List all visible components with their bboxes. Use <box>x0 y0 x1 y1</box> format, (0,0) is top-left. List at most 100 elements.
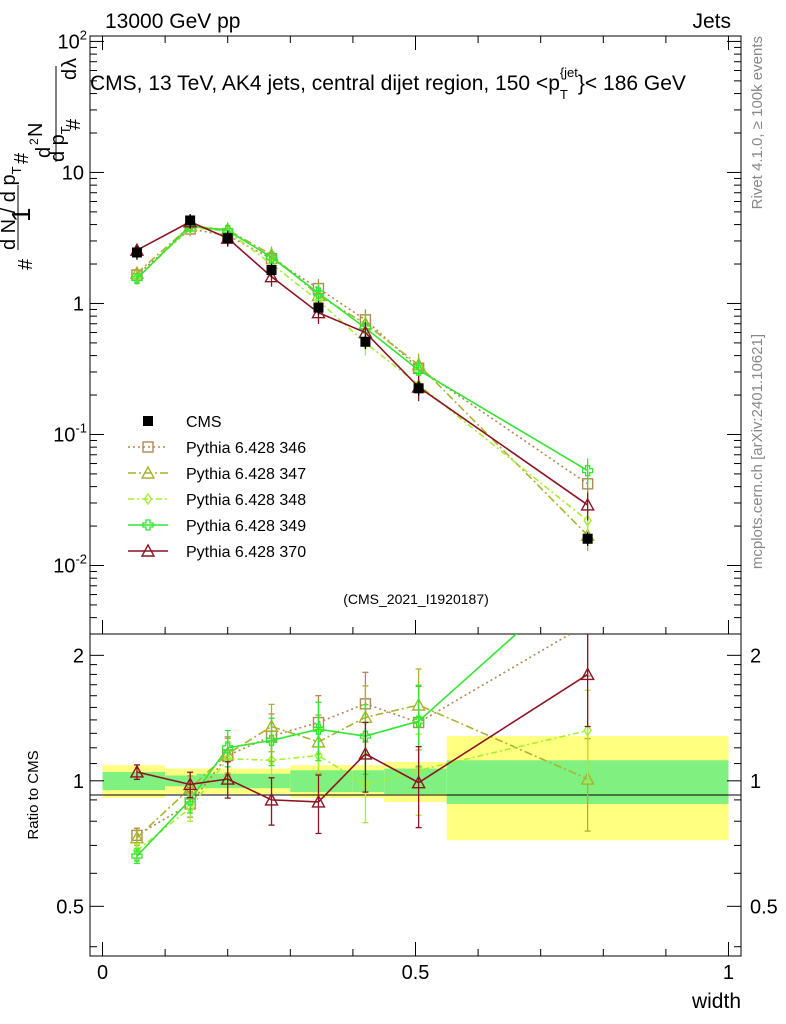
legend-marker <box>140 465 156 479</box>
data-point <box>185 215 196 226</box>
series-layer <box>129 214 595 865</box>
band-green <box>290 770 353 793</box>
legend-entry-data: CMS <box>143 414 222 431</box>
legend-entry-p349: Pythia 6.428 349 <box>128 518 306 535</box>
data-point <box>313 302 324 313</box>
plot-title: CMS, 13 TeV, AK4 jets, central dijet reg… <box>90 65 686 102</box>
axes: 0 0.5 1 10-2 10-1 1 10 102 0.5 0.5 1 1 2 2 <box>53 27 778 984</box>
ratio-y-tick-label-right: 0.5 <box>750 896 778 918</box>
x-tick-label: 1 <box>723 962 734 984</box>
band-green <box>259 773 291 789</box>
legend-label: Pythia 6.428 347 <box>186 466 306 483</box>
data-point <box>131 272 143 285</box>
legend-marker <box>143 416 153 426</box>
legend-label: Pythia 6.428 370 <box>186 544 306 561</box>
ratio-point <box>265 734 278 747</box>
ratio-y-tick-label: 1 <box>73 771 84 793</box>
data-point <box>222 233 233 244</box>
legend-marker <box>142 441 154 453</box>
ratio-line-p370 <box>136 673 589 803</box>
ratio-line-p348 <box>136 729 588 852</box>
data-point <box>131 247 142 258</box>
ratio-point <box>129 764 145 778</box>
band-green <box>165 775 197 787</box>
ratio-y-tick-label-right: 1 <box>750 771 761 793</box>
ratio-y-tick-label-right: 2 <box>750 645 761 667</box>
svg-text:2: 2 <box>27 138 41 145</box>
y-tick-label: 102 <box>58 27 87 53</box>
ratio-point <box>411 775 426 789</box>
legend-label: Pythia 6.428 349 <box>186 518 306 535</box>
header-left: 13000 GeV pp <box>105 10 240 33</box>
legend-label: Pythia 6.428 346 <box>186 440 306 457</box>
series-line-p347 <box>136 225 589 536</box>
y-tick-label: 10-1 <box>53 420 87 446</box>
y-tick-label: 1 <box>73 293 84 315</box>
data-point <box>312 287 325 299</box>
series-data <box>131 214 593 547</box>
side-label-rivet: Rivet 4.1.0, ≥ 100k events <box>749 36 766 209</box>
svg-text:#: # <box>15 258 37 270</box>
svg-text:N: N <box>25 123 47 137</box>
ratio-y-tick-label: 2 <box>73 645 84 667</box>
ratio-point <box>412 715 425 727</box>
legend-label: CMS <box>186 414 222 431</box>
data-point <box>583 514 592 527</box>
legend-entry-p347: Pythia 6.428 347 <box>128 465 306 483</box>
ratio-point <box>580 771 595 785</box>
band-green <box>102 771 166 791</box>
data-point <box>265 251 278 263</box>
svg-text:d: d <box>59 69 81 80</box>
ratio-point <box>358 746 373 760</box>
svg-text:#: # <box>11 152 33 164</box>
data-point <box>413 383 424 394</box>
side-label-mcplots: mcplots.cern.ch [arXiv:2401.10621] <box>749 334 766 569</box>
ratio-series-p349 <box>131 634 518 865</box>
data-point <box>359 322 372 334</box>
ratio-point <box>312 723 325 735</box>
ratio-point <box>580 666 595 681</box>
header-right: Jets <box>692 10 731 33</box>
ratio-point <box>264 792 279 806</box>
x-tick-label: 0.5 <box>402 962 430 984</box>
ratio-point <box>131 850 143 862</box>
legend: CMS Pythia 6.428 346 Pythia 6.428 347 Pythi… <box>128 414 306 561</box>
legend-entry-p346: Pythia 6.428 346 <box>128 440 306 457</box>
y-tick-label: 10 <box>62 162 84 184</box>
data-point <box>581 464 594 477</box>
legend-marker <box>143 492 153 506</box>
ratio-point <box>359 730 372 742</box>
legend-marker <box>140 543 156 557</box>
svg-text:λ: λ <box>59 58 81 68</box>
svg-text:d: d <box>33 147 55 158</box>
legend-label: Pythia 6.428 348 <box>186 492 306 509</box>
series-line-p370 <box>136 220 589 506</box>
ratio-y-tick-label: 0.5 <box>56 896 84 918</box>
x-tick-label: 0 <box>97 962 108 984</box>
legend-entry-p370: Pythia 6.428 370 <box>128 543 306 561</box>
ratio-line-p346 <box>136 634 572 837</box>
legend-marker <box>142 519 154 531</box>
ratio-point <box>222 742 234 754</box>
x-axis-title: width <box>691 990 741 1013</box>
ratio-line-p349 <box>136 634 518 857</box>
ratio-point <box>583 724 592 737</box>
data-point <box>582 533 593 544</box>
ratio-point <box>220 771 235 785</box>
svg-text:#: # <box>63 118 85 130</box>
band-green <box>352 770 385 793</box>
legend-entry-p348: Pythia 6.428 348 <box>128 492 306 509</box>
ratio-point <box>311 794 326 808</box>
data-point <box>360 336 371 347</box>
ratio-point <box>129 830 145 844</box>
y-tick-label: 10-2 <box>53 551 87 577</box>
data-point <box>266 265 277 276</box>
ratio-series-p370 <box>129 634 595 835</box>
watermark: (CMS_2021_I1920187) <box>343 591 489 607</box>
svg-text:1: 1 <box>6 208 36 222</box>
ratio-point <box>182 777 198 791</box>
data-point <box>412 364 425 376</box>
ratio-axis-title: Ratio to CMS <box>25 750 42 839</box>
data-point <box>580 497 595 511</box>
